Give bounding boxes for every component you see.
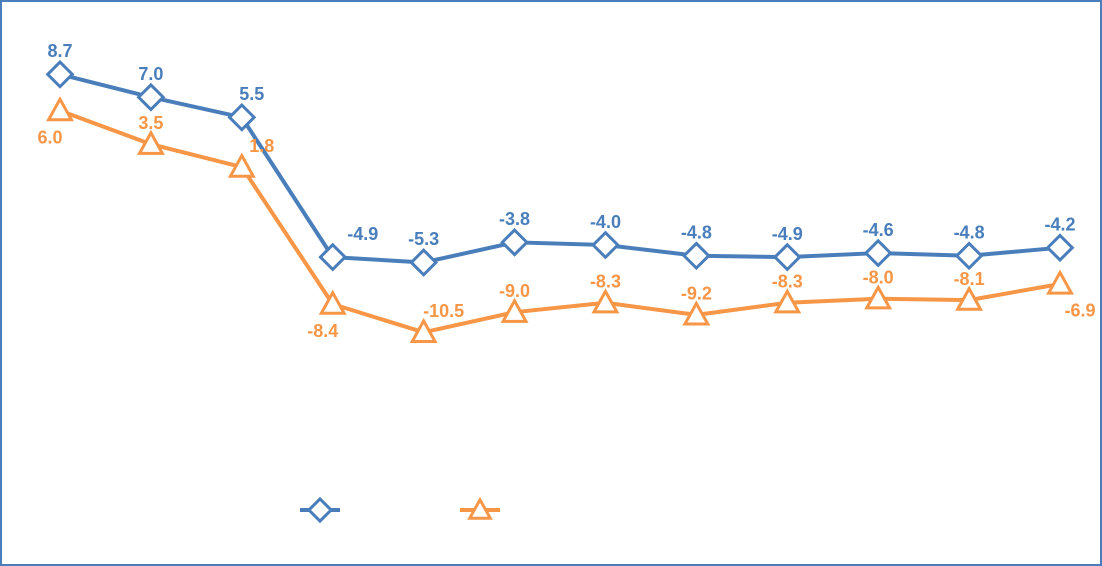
series-b-data-label: 3.5 <box>138 113 163 133</box>
series-b-data-label: -9.0 <box>499 281 530 301</box>
series-b-data-label: -8.3 <box>590 272 621 292</box>
series-a-data-label: 7.0 <box>138 64 163 84</box>
series-a-data-label: 5.5 <box>239 84 264 104</box>
series-a-data-label: -4.2 <box>1044 214 1075 234</box>
series-b-data-label: -6.9 <box>1064 301 1095 321</box>
chart-svg: 8.7 7.0 5.5 -4.9 -5.3 -3.8 -4.0 -4.8 -4.9 -4.6 -4.… <box>0 0 1102 566</box>
series-b-data-label: -8.0 <box>863 268 894 288</box>
series-b-data-label: -10.5 <box>423 301 464 321</box>
series-b-data-label: -8.4 <box>307 321 338 341</box>
series-a-data-label: -4.8 <box>954 223 985 243</box>
series-a-data-label: -4.9 <box>347 224 378 244</box>
series-a-data-label: -3.8 <box>499 209 530 229</box>
series-a-data-label: 8.7 <box>47 41 72 61</box>
series-b-data-label: 6.0 <box>37 127 62 147</box>
series-a-data-label: -4.9 <box>772 224 803 244</box>
series-a-data-label: -4.6 <box>863 220 894 240</box>
series-a-data-label: -5.3 <box>408 229 439 249</box>
series-b-data-label: -9.2 <box>681 284 712 304</box>
series-b-data-label: -8.1 <box>954 269 985 289</box>
series-b-data-label: -8.3 <box>772 272 803 292</box>
series-a-data-label: -4.8 <box>681 223 712 243</box>
line-chart: 8.7 7.0 5.5 -4.9 -5.3 -3.8 -4.0 -4.8 -4.9 -4.6 -4.… <box>0 0 1102 566</box>
series-a-data-label: -4.0 <box>590 212 621 232</box>
series-b-data-label: 1.8 <box>249 136 274 156</box>
